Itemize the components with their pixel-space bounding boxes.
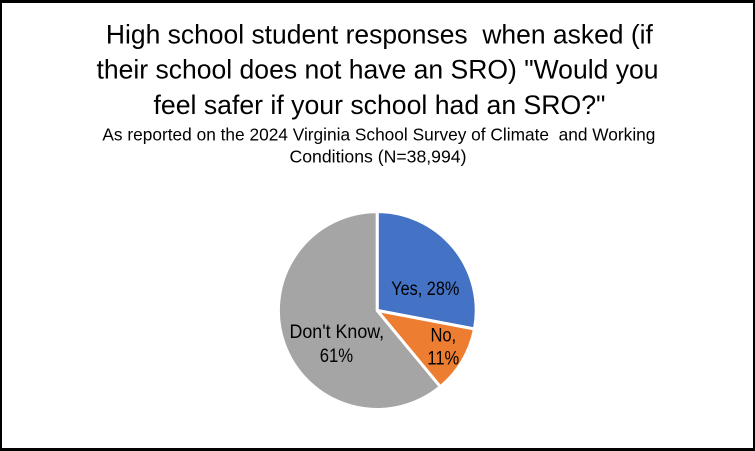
svg-text:Yes, 28%: Yes, 28%	[391, 279, 459, 300]
svg-text:High school student responses: High school student responses when asked…	[106, 19, 653, 49]
svg-text:Don't Know,: Don't Know,	[290, 322, 385, 343]
svg-text:61%: 61%	[320, 346, 353, 367]
svg-text:No,: No,	[430, 325, 456, 346]
svg-text:As reported on the 2024 Virgin: As reported on the 2024 Virginia School …	[102, 125, 655, 145]
svg-text:Conditions (N=38,994): Conditions (N=38,994)	[290, 147, 467, 167]
svg-text:11%: 11%	[427, 349, 459, 370]
svg-text:their school does not have an: their school does not have an SRO) "Woul…	[97, 55, 659, 85]
svg-text:feel safer if your school had: feel safer if your school had an SRO?"	[154, 90, 606, 120]
